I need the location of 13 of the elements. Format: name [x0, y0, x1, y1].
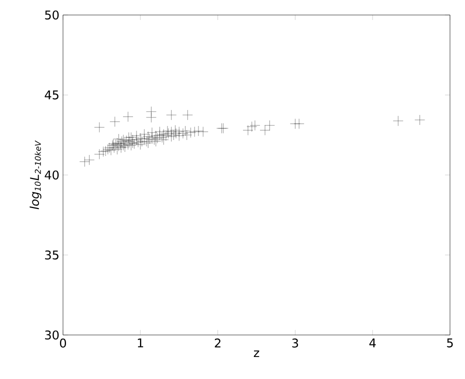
x-axis-title: z	[254, 350, 260, 358]
x-tick-label: 4	[369, 338, 376, 348]
x-tick-label: 3	[292, 338, 298, 348]
y-tick-label: 40	[44, 170, 59, 180]
y-tick-label: 30	[45, 330, 59, 340]
x-tick-label: 1	[138, 338, 144, 348]
x-tick-label: 0	[60, 338, 66, 348]
x-tick-label: 5	[447, 338, 453, 348]
y-tick-label: 35	[45, 250, 58, 260]
y-tick-label: 50	[45, 10, 59, 20]
text: log$_{10}$L$_{2-10keV}$	[30, 140, 42, 210]
x-tick-label: 2	[214, 338, 220, 348]
y-tick-label: 45	[44, 90, 58, 100]
